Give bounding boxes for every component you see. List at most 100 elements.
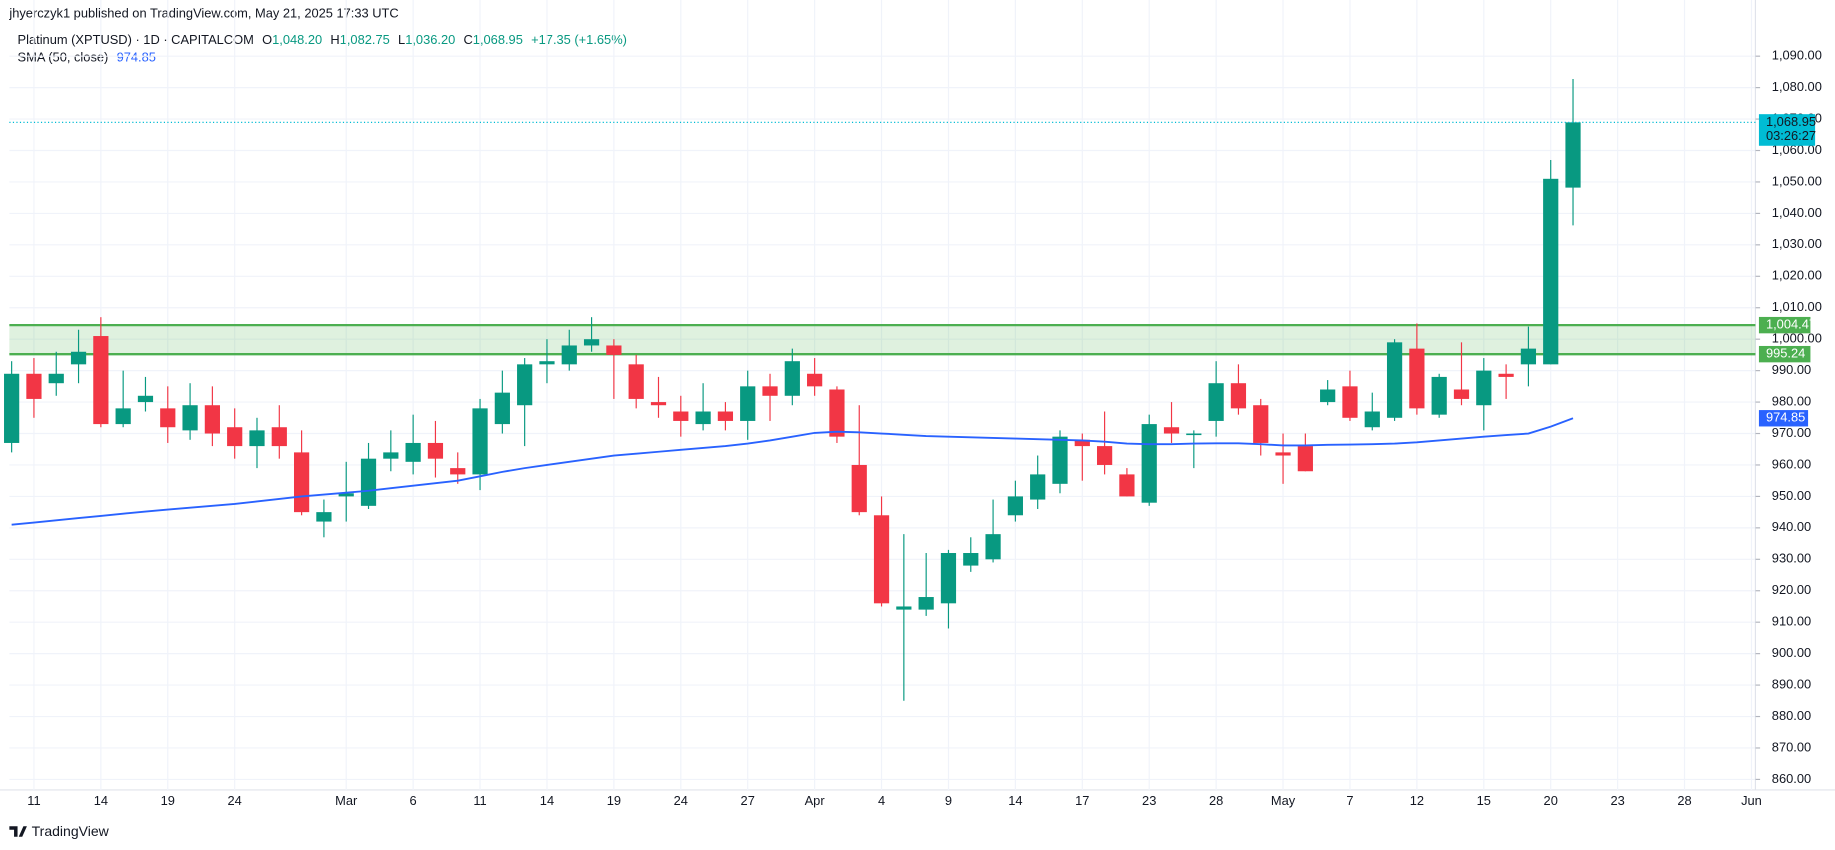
candle-body xyxy=(918,597,934,610)
legend-line: Platinum (XPTUSD) · 1D · CAPITALCOM O1,0… xyxy=(18,32,627,47)
axis-labels: 860.00 870.00 880.00 890.00 900.00 910.00 920.… xyxy=(27,48,1822,808)
sma-legend: SMA (50, close) 974.85 xyxy=(18,50,156,65)
y-tick-label: 1,030.00 xyxy=(1772,236,1822,251)
candle-body xyxy=(450,468,466,475)
x-tick-label: 11 xyxy=(473,793,486,808)
y-tick-label: 980.00 xyxy=(1772,393,1811,408)
footer-logo: TradingView xyxy=(9,823,110,839)
x-tick-label: 14 xyxy=(540,793,554,808)
x-tick-label: 14 xyxy=(94,793,108,808)
candle-body xyxy=(1453,389,1470,399)
ohlc-key: O xyxy=(262,32,272,47)
y-tick-label: 890.00 xyxy=(1772,676,1811,691)
zone-layer xyxy=(9,323,1756,356)
x-tick-label: 20 xyxy=(1544,793,1558,808)
plot: 860.00 870.00 880.00 890.00 900.00 910.00 920.… xyxy=(4,0,1822,808)
candle-body xyxy=(1030,474,1046,500)
candle-body xyxy=(137,395,154,403)
candle-body xyxy=(829,389,845,437)
x-tick-label: 28 xyxy=(1677,793,1691,808)
candle-body xyxy=(517,364,533,406)
candle-body xyxy=(1543,178,1559,365)
candle-body xyxy=(1364,411,1380,428)
candle-body xyxy=(1565,122,1581,188)
sma-line xyxy=(11,417,1574,526)
candle-body xyxy=(717,411,734,421)
candle-body xyxy=(93,336,109,425)
y-tick-label: 1,090.00 xyxy=(1772,48,1822,63)
x-tick-label: Apr xyxy=(805,793,826,808)
x-tick-label: 24 xyxy=(228,793,242,808)
y-tick-label: 1,050.00 xyxy=(1772,173,1822,188)
candle-body xyxy=(1431,376,1447,415)
x-tick-label: 15 xyxy=(1477,793,1491,808)
candle-body xyxy=(1297,446,1313,472)
candle-body xyxy=(70,351,87,365)
grid xyxy=(9,0,1756,790)
y-tick-label: 880.00 xyxy=(1772,708,1811,723)
candle-body xyxy=(249,430,265,447)
zone-label-box xyxy=(1758,316,1811,334)
candle-body xyxy=(405,442,421,462)
ohlc-key: H xyxy=(330,32,339,47)
x-tick-label: Jun xyxy=(1741,793,1762,808)
candle-body xyxy=(1520,348,1537,365)
y-tick-label: 990.00 xyxy=(1772,362,1811,377)
candle-body xyxy=(1275,452,1291,456)
y-tick-label: 1,000.00 xyxy=(1772,331,1822,346)
x-tick-label: 6 xyxy=(410,793,417,808)
zone-label: 995.24 xyxy=(1766,346,1805,361)
candle-body xyxy=(204,405,220,434)
candle-body xyxy=(650,402,667,406)
x-tick-label: 19 xyxy=(161,793,175,808)
candle-body xyxy=(271,427,287,447)
candle-body xyxy=(940,553,957,604)
y-tick-label: 940.00 xyxy=(1772,519,1811,534)
candle-body xyxy=(628,364,644,399)
sma-name: SMA (50, close) xyxy=(18,50,109,65)
candle-body xyxy=(1074,439,1090,447)
candle-body xyxy=(1096,446,1113,465)
marks xyxy=(4,78,1756,701)
y-tick-label: 960.00 xyxy=(1772,456,1811,471)
y-tick-label: 870.00 xyxy=(1772,739,1811,754)
x-tick-label: 17 xyxy=(1075,793,1089,808)
logo-icon xyxy=(9,826,27,837)
candle-body xyxy=(360,458,377,506)
footer-text: TradingView xyxy=(32,823,110,839)
x-tick-label: 4 xyxy=(878,793,885,808)
candle-body xyxy=(673,411,689,421)
ohlc-value: 1,036.20 xyxy=(405,32,455,47)
candle-body xyxy=(472,408,488,475)
candle-body xyxy=(26,373,42,399)
x-tick-label: 27 xyxy=(741,793,755,808)
candle-body xyxy=(182,405,198,431)
ohlc-value: 1,048.20 xyxy=(272,32,322,47)
candle-body xyxy=(1320,389,1336,403)
publish-header: jhyerczyk1 published on TradingView.com,… xyxy=(8,5,398,20)
sma-label-box xyxy=(1758,410,1809,427)
candle-body xyxy=(606,345,622,355)
y-tick-label: 920.00 xyxy=(1772,582,1811,597)
x-tick-label: 11 xyxy=(27,793,40,808)
candle-body xyxy=(1119,474,1135,497)
x-tick-label: May xyxy=(1271,793,1296,808)
y-tick-label: 950.00 xyxy=(1772,488,1811,503)
candle-body xyxy=(1498,373,1514,377)
sma-axis-label: 974.85 xyxy=(1766,410,1805,425)
y-tick-label: 1,080.00 xyxy=(1772,79,1822,94)
ohlc-value: 1,068.95 xyxy=(473,32,523,47)
candle-body xyxy=(160,408,176,428)
y-tick-label: 970.00 xyxy=(1772,425,1811,440)
candle-body xyxy=(963,553,979,566)
candle-body xyxy=(896,606,912,610)
sma-value: 974.85 xyxy=(117,50,156,65)
candle-body xyxy=(1208,383,1224,421)
candle-body xyxy=(4,373,20,443)
candle-body xyxy=(115,408,131,425)
candle-body xyxy=(784,361,800,396)
candle-body xyxy=(695,411,711,425)
ohlc-value: 1,082.75 xyxy=(340,32,390,47)
